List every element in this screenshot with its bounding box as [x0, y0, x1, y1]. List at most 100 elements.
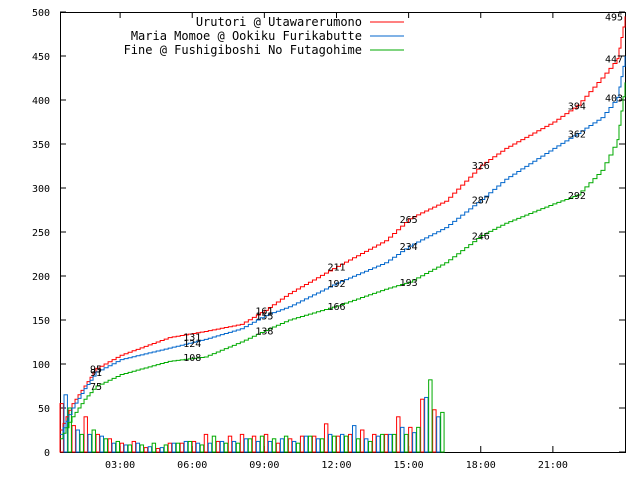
bar-3: [271, 438, 277, 453]
bar-1: [179, 442, 185, 453]
bar-3: [295, 442, 301, 453]
bar-3: [115, 440, 121, 453]
bar-3: [307, 435, 313, 453]
data-label: 292: [568, 191, 586, 202]
series-line-2: [60, 56, 626, 435]
bar-3: [91, 429, 96, 453]
bar-2: [87, 433, 92, 453]
bar-1: [239, 433, 245, 453]
bar-2: [255, 440, 261, 453]
data-label: 108: [183, 353, 201, 364]
data-label: 124: [183, 339, 201, 350]
bar-1: [227, 435, 233, 453]
bar-3: [151, 442, 157, 453]
bar-2: [291, 440, 297, 453]
bar-3: [283, 435, 289, 453]
bar-1: [119, 442, 125, 453]
legend-label: Fine @ Fushigiboshi No Futagohime: [124, 43, 362, 57]
series-line-1: [60, 16, 626, 431]
y-tick-label: 200: [32, 272, 50, 283]
data-label: 131: [183, 333, 201, 344]
point-label-layer: 95 131 161 211 265 326 394 447 495 91 124 155 192 234…: [90, 12, 623, 393]
bar-3: [163, 444, 169, 453]
bar-2: [376, 435, 381, 453]
bar-2: [111, 442, 116, 453]
bar-3: [319, 438, 325, 453]
bar-3: [103, 438, 108, 453]
bar-1: [215, 440, 221, 453]
bar-1: [323, 423, 329, 453]
data-label: 211: [327, 262, 345, 273]
data-label: 394: [568, 101, 586, 112]
bar-2: [195, 442, 201, 453]
bar-3: [259, 435, 265, 453]
y-tick-label: 50: [38, 404, 50, 415]
bar-2: [303, 435, 309, 453]
bar-2: [123, 444, 129, 453]
bar-1: [408, 426, 413, 453]
bar-1: [263, 433, 269, 453]
bar-2: [327, 433, 333, 453]
bar-2: [231, 440, 237, 453]
bar-1: [299, 435, 305, 453]
bar-2: [207, 442, 213, 453]
x-tick-label: 06:00: [177, 460, 207, 471]
data-label: 326: [472, 161, 490, 172]
bar-1: [384, 433, 389, 453]
bar-2: [243, 438, 249, 453]
data-label: 234: [400, 242, 418, 253]
bar-3: [380, 433, 385, 453]
x-tick-label: 21:00: [538, 460, 568, 471]
data-label: 166: [327, 302, 345, 313]
x-tick-label: 09:00: [249, 460, 279, 471]
bar-2: [99, 435, 104, 453]
data-label: 495: [605, 12, 623, 23]
data-label: 362: [568, 129, 586, 140]
bar-3: [187, 440, 193, 453]
bar-2: [75, 429, 80, 453]
bar-1: [335, 435, 341, 453]
bar-1: [71, 425, 76, 453]
bar-1: [167, 442, 173, 453]
bar-1: [360, 429, 365, 453]
data-label: 91: [90, 368, 102, 379]
bar-3: [139, 444, 145, 453]
bar-1: [311, 435, 317, 453]
bar-1: [203, 433, 209, 453]
legend-label: Urutori @ Utawarerumono: [196, 15, 362, 29]
bar-2: [279, 438, 285, 453]
bar-3: [428, 379, 433, 453]
bar-3: [392, 433, 397, 453]
bar-2: [183, 440, 189, 453]
bar-2: [147, 446, 153, 453]
bar-3: [175, 442, 181, 453]
bar-2: [400, 426, 405, 453]
data-label: 287: [472, 195, 490, 206]
x-tick-label: 18:00: [466, 460, 496, 471]
bar-2: [159, 447, 165, 453]
y-tick-label: 100: [32, 360, 50, 371]
bar-2: [135, 442, 141, 453]
bar-2: [171, 442, 177, 453]
data-label: 192: [327, 279, 345, 290]
bar-1: [155, 447, 161, 453]
bar-3: [211, 435, 217, 453]
bar-1: [83, 416, 88, 453]
y-tick-label: 250: [32, 228, 50, 239]
bar-1: [420, 398, 425, 453]
bar-layer: [59, 379, 445, 453]
bar-1: [107, 438, 112, 453]
y-tick-label: 0: [44, 448, 50, 459]
bar-1: [251, 435, 257, 453]
bar-3: [199, 444, 205, 453]
x-tick-label: 12:00: [321, 460, 351, 471]
bar-2: [388, 433, 393, 453]
bar-3: [440, 411, 445, 453]
axis-ticks: 0 50 100 150 200 250 300 350 400 450 500 03:00 06:00…: [32, 8, 625, 471]
data-label: 75: [90, 382, 102, 393]
bar-3: [356, 438, 361, 453]
bar-2: [315, 438, 321, 453]
bar-3: [344, 435, 349, 453]
